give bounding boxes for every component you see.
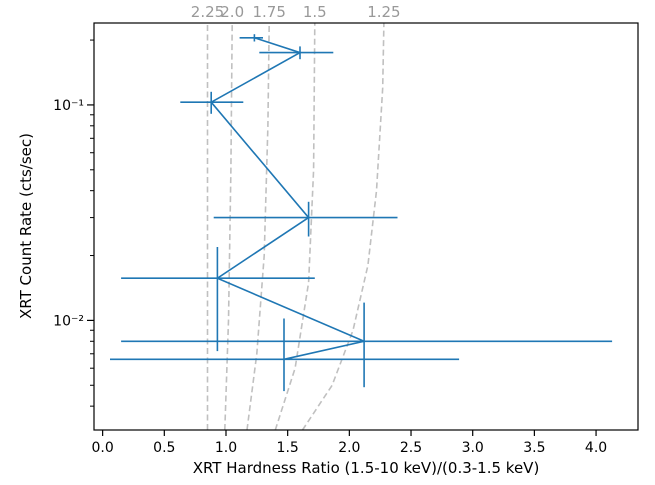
x-tick-label: 0.0 bbox=[92, 440, 114, 456]
data-point bbox=[121, 247, 315, 352]
x-axis: 0.0 0.5 1.0 1.5 2.0 2.5 3.0 3.5 4.0 bbox=[92, 430, 607, 456]
model-curve-label: 2.0 bbox=[220, 3, 244, 21]
x-axis-title: XRT Hardness Ratio (1.5-10 keV)/(0.3-1.5… bbox=[193, 459, 540, 477]
model-curve-1.5 bbox=[274, 22, 316, 431]
y-tick-label: 10⁻¹ bbox=[53, 98, 84, 114]
model-curve-1.75 bbox=[246, 22, 270, 431]
x-tick-label: 0.5 bbox=[153, 440, 175, 456]
x-tick-label: 1.0 bbox=[215, 440, 237, 456]
data-point bbox=[213, 201, 398, 237]
x-tick-label: 3.5 bbox=[523, 440, 545, 456]
data-point bbox=[121, 302, 613, 388]
data-point bbox=[180, 91, 244, 114]
data-series bbox=[110, 34, 613, 392]
model-curve-label: 2.25 bbox=[191, 3, 224, 21]
model-curve-1.25 bbox=[301, 22, 385, 431]
x-tick-label: 3.0 bbox=[462, 440, 484, 456]
model-curve-label: 1.25 bbox=[367, 3, 400, 21]
model-curve-2.0 bbox=[224, 22, 233, 431]
series-line bbox=[209, 37, 367, 361]
model-curve-labels: 2.252.0 1.75 1.5 1.25 bbox=[191, 3, 401, 21]
y-tick-label: 10⁻² bbox=[53, 313, 84, 329]
x-tick-label: 4.0 bbox=[585, 440, 607, 456]
x-tick-label: 2.5 bbox=[400, 440, 422, 456]
model-curve-label: 1.75 bbox=[252, 3, 285, 21]
y-axis: 10⁻² 10⁻¹ bbox=[53, 39, 94, 407]
model-curve-label: 1.5 bbox=[303, 3, 327, 21]
data-point bbox=[259, 46, 334, 60]
y-axis-title: XRT Count Rate (cts/sec) bbox=[17, 133, 35, 319]
x-tick-label: 2.0 bbox=[338, 440, 360, 456]
plot-frame bbox=[93, 22, 639, 431]
data-point bbox=[239, 34, 263, 42]
data-point bbox=[110, 318, 460, 392]
x-tick-label: 1.5 bbox=[277, 440, 299, 456]
model-curves bbox=[206, 22, 385, 431]
